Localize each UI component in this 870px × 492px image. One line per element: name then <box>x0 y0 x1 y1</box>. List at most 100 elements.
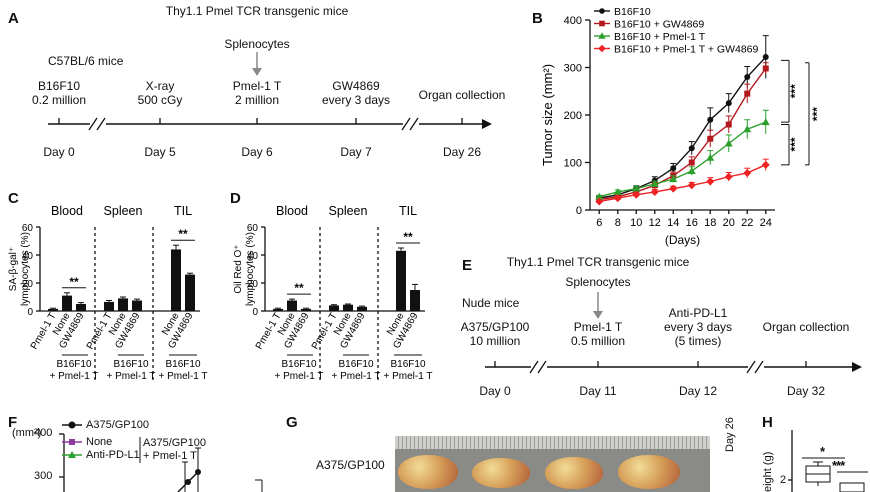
panel-letter-f: F <box>8 414 18 431</box>
panel-a-event-2-bottom: 500 cGy <box>137 93 183 107</box>
data-point <box>669 184 678 193</box>
panel-f-legend-2: None <box>86 436 113 448</box>
series-line <box>599 68 767 201</box>
group-title: Blood <box>276 204 308 218</box>
y-tick-label: 0 <box>252 307 258 318</box>
data-point <box>688 145 695 152</box>
group-title: Blood <box>51 204 83 218</box>
significance-label: *** <box>788 84 802 98</box>
y-tick-label: 400 <box>564 15 582 27</box>
panel-h-sig-1: * <box>820 444 825 459</box>
panel-a-day-5: Day 5 <box>144 145 176 159</box>
sub-label: B16F10 <box>113 359 148 370</box>
y-axis-label: lymphocytes (%) <box>245 232 256 306</box>
bar <box>118 298 128 311</box>
y-tick-label: 60 <box>22 223 34 234</box>
panel-a-break-mark <box>401 117 411 131</box>
data-point <box>761 118 770 126</box>
panel-a-day-0: Day 0 <box>43 145 75 159</box>
data-point <box>670 165 677 172</box>
panel-g-day-label: Day 26 <box>724 417 736 452</box>
data-point <box>650 187 659 196</box>
bar <box>287 300 297 311</box>
panel-e-break-mark <box>529 360 539 374</box>
bar <box>48 308 58 311</box>
y-axis-label: lymphocytes (%) <box>20 232 31 306</box>
data-point <box>743 168 752 177</box>
y-axis-label: SA-β-gal⁺ <box>8 247 19 291</box>
sub-label: + Pmel-1 T <box>50 371 99 380</box>
data-point <box>761 160 770 169</box>
panel-a-arrow-head <box>252 68 262 76</box>
panel-f-legend-1: A375/GP100 <box>86 419 149 431</box>
panel-e-arrow-head <box>593 311 603 319</box>
data-point <box>688 159 695 166</box>
group-title: Spleen <box>104 204 143 218</box>
data-point <box>613 194 622 203</box>
data-point <box>724 139 733 147</box>
panel-g-row-label: A375/GP100 <box>316 458 385 472</box>
data-point <box>595 192 604 200</box>
bar <box>185 274 195 311</box>
panel-letter-h: H <box>762 414 773 431</box>
bar <box>132 300 142 311</box>
y-axis-label: Tumor size (mm²) <box>540 64 555 166</box>
panel-a-splenocytes: Splenocytes <box>224 37 290 51</box>
panel-f-ytick-300: 300 <box>34 470 53 482</box>
data-point <box>687 167 696 175</box>
legend-label: B16F10 + Pmel-1 T <box>614 31 706 43</box>
data-point <box>599 20 605 27</box>
panel-e-splenocytes: Splenocytes <box>565 275 631 289</box>
panel-f-point <box>185 479 191 485</box>
data-point <box>706 177 715 186</box>
panel-h-ytick-2: 2 <box>780 474 787 486</box>
panel-a-event-4-bottom: every 3 days <box>321 93 391 107</box>
y-tick-label: 20 <box>22 279 34 290</box>
group-title: TIL <box>399 204 417 218</box>
significance-label: ** <box>178 227 188 241</box>
tumor-specimen <box>398 455 458 489</box>
panel-a-header: Thy1.1 Pmel TCR transgenic mice <box>165 4 349 18</box>
data-point <box>595 197 604 206</box>
panel-a-break-gap <box>90 116 106 132</box>
panel-e-event-3-bottom: every 3 days <box>663 320 733 334</box>
tumor-specimen <box>472 458 530 488</box>
panel-letter-b: B <box>532 10 543 27</box>
panel-f-ylabel: (mm²) <box>12 427 42 439</box>
panel-e-day-12: Day 12 <box>678 384 718 398</box>
x-tick-label: 18 <box>704 217 716 229</box>
x-tick-label: 10 <box>630 217 642 229</box>
panel-e-event-1-top: A375/GP100 <box>460 320 530 334</box>
bar <box>329 305 339 311</box>
significance-label: ** <box>403 230 413 244</box>
y-tick-label: 0 <box>27 307 33 318</box>
panel-e-day-11: Day 11 <box>579 384 617 398</box>
panel-a-day-7: Day 7 <box>340 145 372 159</box>
x-tick-label: 12 <box>649 217 661 229</box>
data-point <box>598 32 606 39</box>
panel-a-mice: C57BL/6 mice <box>48 54 124 68</box>
data-point <box>598 44 606 53</box>
bar <box>171 249 181 311</box>
panel-e-break-mark <box>746 360 756 374</box>
sub-label: B16F10 <box>165 359 200 370</box>
y-tick-label: 40 <box>247 251 259 262</box>
panel-a-event-3-bottom: 2 million <box>234 93 280 107</box>
sub-label: + Pmel-1 T <box>107 371 156 380</box>
bar <box>396 250 406 311</box>
panel-a-day-6: Day 6 <box>241 145 273 159</box>
bar <box>410 290 420 311</box>
bar <box>343 304 353 311</box>
group-title: TIL <box>174 204 192 218</box>
y-axis-label: Oil Red O⁺ <box>233 244 244 293</box>
panel-e-break-mark <box>754 360 764 374</box>
data-point <box>744 90 751 97</box>
panel-e-event-3-top: Anti-PD-L1 <box>668 306 728 320</box>
panel-a-event-4-top: GW4869 <box>332 79 380 93</box>
x-tick-label: 22 <box>741 217 753 229</box>
panel-f-legend-marker-1 <box>68 421 76 429</box>
y-tick-label: 60 <box>247 223 259 234</box>
x-tick-label: 24 <box>760 217 772 229</box>
panel-e-mice: Nude mice <box>462 296 520 310</box>
